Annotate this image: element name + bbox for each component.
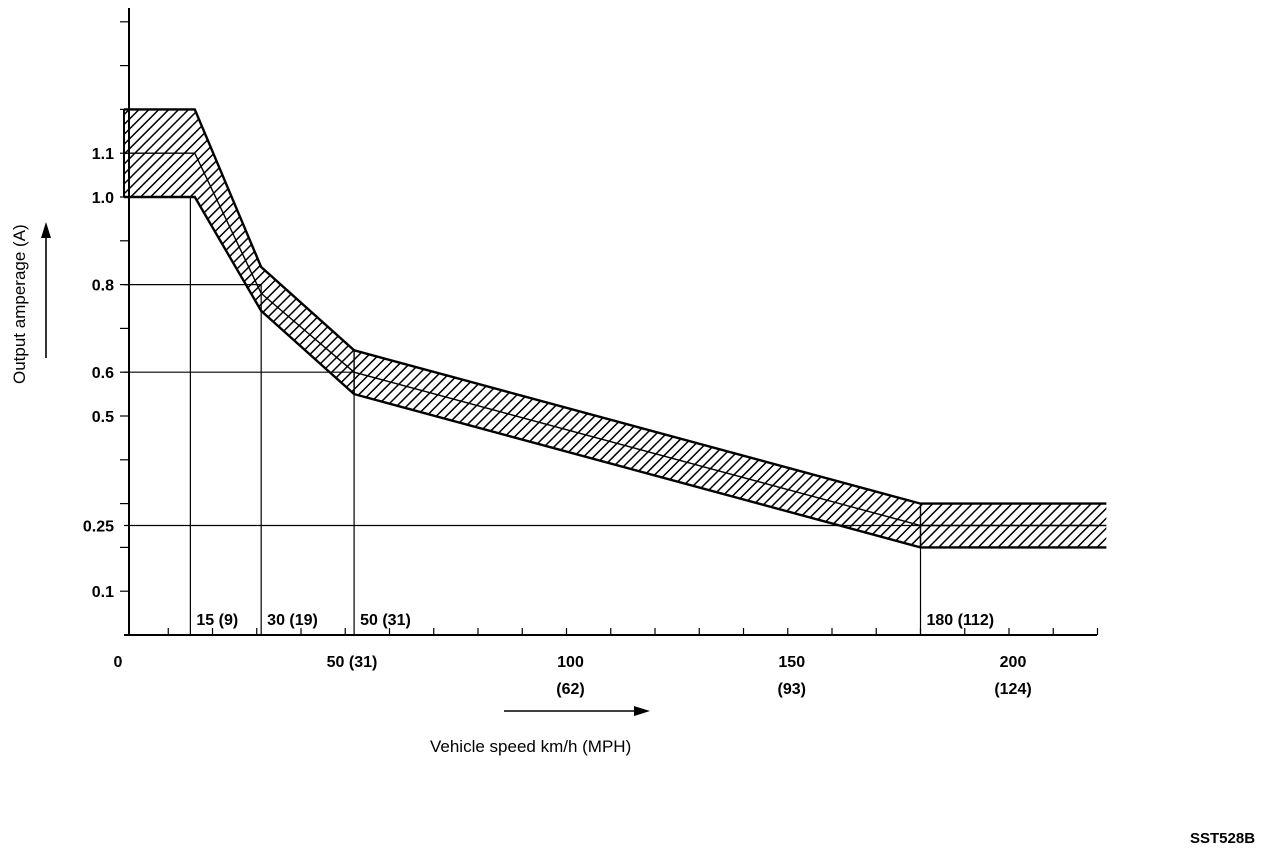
reference-label-3: 180 (112) (927, 612, 995, 629)
x-tick-label-2: 100 (557, 654, 584, 671)
x-tick-label-0: 0 (114, 654, 123, 671)
y-tick-label-2: 0.8 (92, 278, 114, 295)
x-tick-label-1: 50 (31) (327, 654, 378, 671)
x-direction-arrowhead (634, 706, 650, 716)
series-lower-line (124, 195, 1107, 549)
reference-label-2: 50 (31) (360, 612, 411, 629)
y-tick-label-4: 0.5 (92, 409, 114, 426)
x-axis-label: Vehicle speed km/h (MPH) (430, 737, 631, 756)
tolerance-band (124, 109, 1107, 548)
y-tick-label-6: 0.1 (92, 584, 114, 601)
x-tick-label-4: 200 (1000, 654, 1027, 671)
figure-code: SST528B (1190, 830, 1255, 847)
reference-label-1: 30 (19) (267, 612, 318, 629)
y-tick-label-0: 1.1 (92, 146, 114, 163)
x-tick-sublabel-4: (124) (994, 681, 1031, 698)
x-tick-sublabel-3: (93) (778, 681, 806, 698)
y-axis-label: Output amperage (A) (10, 224, 29, 384)
x-tick-label-3: 150 (778, 654, 805, 671)
series-upper-line (124, 108, 1107, 505)
y-direction-arrowhead (41, 222, 51, 238)
series-nominal-line (124, 152, 1107, 527)
y-tick-label-5: 0.25 (83, 519, 114, 536)
x-tick-sublabel-2: (62) (556, 681, 584, 698)
y-tick-label-3: 0.6 (92, 365, 114, 382)
y-tick-label-1: 1.0 (92, 190, 114, 207)
reference-label-0: 15 (9) (196, 612, 238, 629)
